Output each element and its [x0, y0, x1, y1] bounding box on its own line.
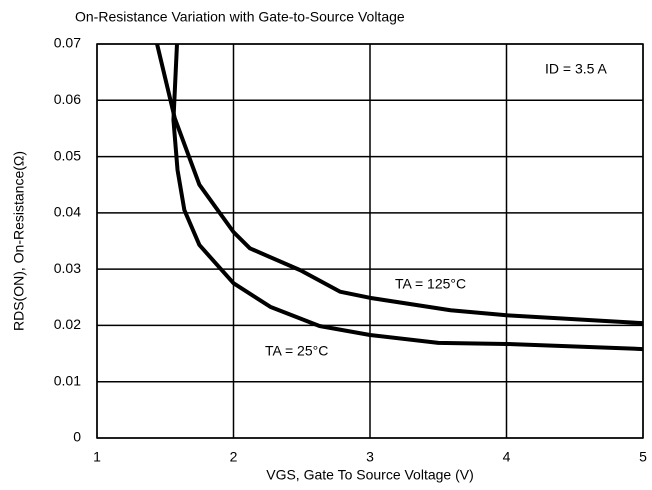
plot-frame	[96, 43, 644, 439]
x-tick-label: 2	[230, 449, 238, 465]
chart-title: On-Resistance Variation with Gate-to-Sou…	[75, 9, 405, 25]
y-axis-label: RDS(ON), On-Resistance(Ω)	[11, 151, 27, 331]
series-line	[155, 44, 643, 326]
x-tick-label: 3	[366, 449, 374, 465]
y-tick-label: 0.01	[54, 372, 81, 388]
x-tick-label: 1	[93, 449, 101, 465]
y-tick-label: 0	[73, 429, 81, 445]
y-tick-label: 0.06	[54, 91, 81, 107]
y-tick-label: 0.04	[54, 204, 81, 220]
x-tick-label: 4	[503, 449, 511, 465]
series-line	[171, 44, 643, 352]
y-tick-label: 0.05	[54, 147, 81, 163]
annotation: ID = 3.5 A	[545, 61, 608, 77]
x-tick-label: 5	[639, 449, 647, 465]
y-tick-label: 0.02	[54, 316, 81, 332]
series-label: TA = 125°C	[395, 276, 466, 292]
y-tick-label: 0.03	[54, 260, 81, 276]
x-axis-label: VGS, Gate To Source Voltage (V)	[266, 467, 474, 483]
y-tick-label: 0.07	[54, 35, 81, 51]
series-label: TA = 25°C	[265, 343, 328, 359]
